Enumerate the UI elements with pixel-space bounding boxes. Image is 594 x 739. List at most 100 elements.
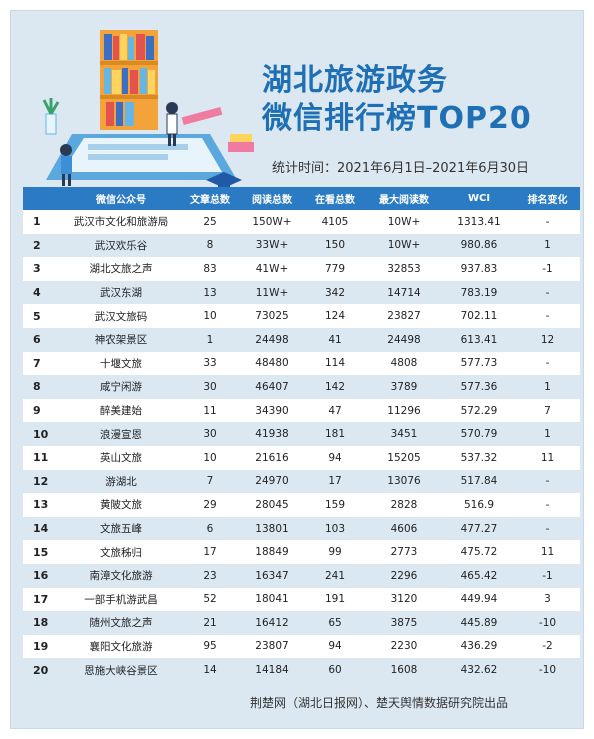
rank-cell: 6: [23, 327, 61, 352]
table-row: 17 一部手机游武昌 52 18041 191 3120 449.94 3: [23, 587, 580, 612]
rank-cell: 2: [23, 233, 61, 258]
rank-change-cell: -: [515, 210, 580, 234]
max-reads-cell: 11296: [365, 398, 443, 423]
articles-cell: 23: [181, 563, 239, 588]
articles-cell: 25: [181, 210, 239, 234]
likes-cell: 103: [305, 516, 365, 541]
account-cell: 随州文旅之声: [61, 611, 181, 635]
table-row: 9 醉美建始 11 34390 47 11296 572.29 7: [23, 398, 580, 423]
max-reads-cell: 14714: [365, 280, 443, 305]
max-reads-cell: 2773: [365, 540, 443, 564]
table-row: 3 湖北文旅之声 83 41W+ 779 32853 937.83 -1: [23, 257, 580, 281]
max-reads-cell: 3789: [365, 375, 443, 399]
wci-cell: 577.36: [443, 375, 515, 399]
header-articles: 文章总数: [181, 187, 239, 210]
rank-change-cell: 11: [515, 445, 580, 470]
articles-cell: 14: [181, 658, 239, 682]
rank-change-cell: -: [515, 280, 580, 305]
account-cell: 湖北文旅之声: [61, 257, 181, 281]
account-cell: 南漳文化旅游: [61, 563, 181, 588]
articles-cell: 30: [181, 375, 239, 399]
rank-cell: 4: [23, 280, 61, 305]
reads-cell: 23807: [239, 634, 305, 659]
reads-cell: 14184: [239, 658, 305, 682]
rank-change-cell: -1: [515, 257, 580, 281]
account-cell: 英山文旅: [61, 445, 181, 470]
likes-cell: 142: [305, 375, 365, 399]
account-cell: 神农架景区: [61, 327, 181, 352]
table-row: 8 咸宁闲游 30 46407 142 3789 577.36 1: [23, 375, 580, 399]
reads-cell: 11W+: [239, 280, 305, 305]
header-max-reads: 最大阅读数: [365, 187, 443, 210]
max-reads-cell: 2296: [365, 563, 443, 588]
likes-cell: 60: [305, 658, 365, 682]
rank-change-cell: 3: [515, 587, 580, 612]
rank-cell: 20: [23, 658, 61, 682]
table-row: 19 襄阳文化旅游 95 23807 94 2230 436.29 -2: [23, 634, 580, 659]
articles-cell: 33: [181, 351, 239, 376]
rank-change-cell: 11: [515, 540, 580, 564]
table-row: 18 随州文旅之声 21 16412 65 3875 445.89 -10: [23, 611, 580, 635]
title-line-2: 微信排行榜TOP20: [262, 101, 532, 136]
table-row: 2 武汉欢乐谷 8 33W+ 150 10W+ 980.86 1: [23, 233, 580, 258]
account-cell: 咸宁闲游: [61, 375, 181, 399]
account-cell: 一部手机游武昌: [61, 587, 181, 612]
header-rank: [23, 187, 61, 210]
rank-change-cell: -: [515, 516, 580, 541]
ranking-table: 微信公众号 文章总数 阅读总数 在看总数 最大阅读数 WCI 排名变化 1 武汉市…: [23, 187, 580, 682]
wci-cell: 445.89: [443, 611, 515, 635]
rank-change-cell: 12: [515, 327, 580, 352]
page-title: 湖北旅游政务 微信排行榜TOP20: [262, 62, 532, 138]
reads-cell: 21616: [239, 445, 305, 470]
rank-change-cell: 1: [515, 422, 580, 446]
reads-cell: 28045: [239, 493, 305, 517]
max-reads-cell: 4808: [365, 351, 443, 376]
account-cell: 游湖北: [61, 469, 181, 494]
articles-cell: 52: [181, 587, 239, 612]
wci-cell: 577.73: [443, 351, 515, 376]
wci-cell: 613.41: [443, 327, 515, 352]
rank-cell: 11: [23, 445, 61, 470]
articles-cell: 6: [181, 516, 239, 541]
rank-cell: 14: [23, 516, 61, 541]
rank-change-cell: -: [515, 493, 580, 517]
likes-cell: 4105: [305, 210, 365, 234]
max-reads-cell: 24498: [365, 327, 443, 352]
reads-cell: 34390: [239, 398, 305, 423]
account-cell: 十堰文旅: [61, 351, 181, 376]
reads-cell: 73025: [239, 304, 305, 328]
table-row: 11 英山文旅 10 21616 94 15205 537.32 11: [23, 445, 580, 470]
wci-cell: 477.27: [443, 516, 515, 541]
wci-cell: 783.19: [443, 280, 515, 305]
max-reads-cell: 13076: [365, 469, 443, 494]
max-reads-cell: 4606: [365, 516, 443, 541]
articles-cell: 7: [181, 469, 239, 494]
articles-cell: 30: [181, 422, 239, 446]
account-cell: 浪漫宣恩: [61, 422, 181, 446]
rank-cell: 13: [23, 493, 61, 517]
wci-cell: 1313.41: [443, 210, 515, 234]
max-reads-cell: 2828: [365, 493, 443, 517]
table-row: 15 文旅秭归 17 18849 99 2773 475.72 11: [23, 540, 580, 564]
rank-cell: 16: [23, 563, 61, 588]
wci-cell: 980.86: [443, 233, 515, 258]
reads-cell: 16347: [239, 563, 305, 588]
statistics-period: 统计时间：2021年6月1日–2021年6月30日: [272, 161, 530, 176]
max-reads-cell: 3120: [365, 587, 443, 612]
account-cell: 武汉东湖: [61, 280, 181, 305]
wci-cell: 475.72: [443, 540, 515, 564]
max-reads-cell: 10W+: [365, 210, 443, 234]
rank-cell: 3: [23, 257, 61, 281]
likes-cell: 94: [305, 445, 365, 470]
account-cell: 文旅秭归: [61, 540, 181, 564]
table-body: 1 武汉市文化和旅游局 25 150W+ 4105 10W+ 1313.41-2 武汉欢乐谷 8…: [23, 210, 580, 682]
likes-cell: 779: [305, 257, 365, 281]
likes-cell: 150: [305, 233, 365, 258]
rank-cell: 18: [23, 611, 61, 635]
rank-cell: 8: [23, 375, 61, 399]
articles-cell: 13: [181, 280, 239, 305]
table-row: 14 文旅五峰 6 13801 103 4606 477.27-: [23, 516, 580, 541]
articles-cell: 83: [181, 257, 239, 281]
header-wci: WCI: [443, 187, 515, 210]
table-row: 7 十堰文旅 33 48480 114 4808 577.73-: [23, 351, 580, 376]
